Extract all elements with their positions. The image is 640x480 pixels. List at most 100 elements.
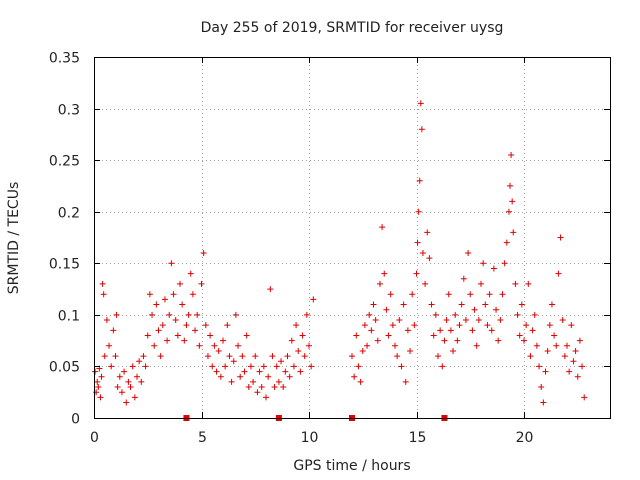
data-point <box>168 260 175 267</box>
data-point <box>471 306 478 313</box>
data-point <box>475 317 482 324</box>
data-point <box>131 394 138 401</box>
data-point <box>404 327 411 334</box>
data-point <box>469 327 476 334</box>
x-tick-label: 15 <box>409 430 427 446</box>
data-point <box>559 317 566 324</box>
data-point <box>250 378 257 385</box>
data-point <box>555 270 562 277</box>
data-point <box>273 363 280 370</box>
data-point <box>192 327 199 334</box>
data-point <box>359 347 366 354</box>
y-tick-label: 0.35 <box>49 51 80 67</box>
data-point <box>422 280 429 287</box>
data-point <box>368 327 375 334</box>
data-point <box>415 208 422 215</box>
data-point <box>486 291 493 298</box>
data-point <box>118 389 125 396</box>
data-point <box>275 378 282 385</box>
data-point <box>553 342 560 349</box>
data-point <box>200 249 207 256</box>
data-point <box>252 353 259 360</box>
data-point <box>222 363 229 370</box>
data-point <box>536 363 543 370</box>
data-points <box>92 100 588 406</box>
data-point <box>376 280 383 287</box>
data-point <box>308 363 315 370</box>
data-point <box>568 322 575 329</box>
data-point <box>488 327 495 334</box>
data-point <box>290 363 297 370</box>
data-point <box>450 347 457 354</box>
data-point <box>572 347 579 354</box>
data-point <box>267 286 274 293</box>
data-point <box>480 260 487 267</box>
data-point <box>177 280 183 287</box>
data-point <box>443 317 450 324</box>
data-point <box>400 301 407 308</box>
data-point <box>387 291 394 298</box>
data-point <box>187 270 194 277</box>
data-point <box>113 311 120 318</box>
data-point <box>551 332 558 339</box>
data-point <box>523 322 530 329</box>
data-point <box>95 384 102 391</box>
data-point <box>129 363 136 370</box>
data-point <box>413 270 420 277</box>
data-point <box>224 322 231 329</box>
data-point <box>230 358 237 365</box>
data-point <box>349 353 355 360</box>
data-point <box>392 342 398 349</box>
data-point <box>232 311 239 318</box>
data-point <box>106 342 113 349</box>
data-point <box>478 280 484 287</box>
data-point <box>237 373 244 380</box>
data-point <box>151 342 158 349</box>
data-point <box>507 182 514 189</box>
data-point <box>164 337 171 344</box>
data-point <box>123 399 130 406</box>
data-point <box>153 301 160 308</box>
data-point <box>435 353 441 360</box>
y-axis-label: SRMTID / TECUs <box>6 182 22 295</box>
data-point <box>495 337 502 344</box>
data-point <box>398 363 405 370</box>
data-point <box>561 353 568 360</box>
data-point <box>514 311 521 318</box>
data-point <box>460 275 467 282</box>
data-point <box>546 322 553 329</box>
data-point <box>508 151 515 158</box>
data-point <box>149 311 156 318</box>
data-point <box>402 378 409 385</box>
data-point <box>581 394 588 401</box>
data-point <box>579 363 586 370</box>
data-point <box>138 378 145 385</box>
data-point <box>512 280 519 287</box>
data-point <box>263 394 269 401</box>
data-point <box>94 378 101 385</box>
data-point <box>114 384 121 391</box>
data-point <box>452 311 459 318</box>
data-point <box>256 368 263 375</box>
data-point <box>196 342 203 349</box>
data-point <box>490 265 497 272</box>
data-point <box>235 342 242 349</box>
x-tick-label: 0 <box>90 430 99 446</box>
data-point <box>258 384 265 391</box>
data-point <box>155 327 162 334</box>
data-point <box>136 358 143 365</box>
data-point <box>516 332 523 339</box>
data-point <box>409 291 416 298</box>
data-point <box>239 353 246 360</box>
data-point <box>265 373 272 380</box>
data-point <box>299 332 306 339</box>
data-point <box>185 311 192 318</box>
data-point <box>510 229 517 236</box>
data-point <box>92 368 99 375</box>
data-point <box>247 363 254 370</box>
data-point <box>540 399 547 406</box>
x-axis-ticks: 0 5 10 15 20 <box>90 57 533 446</box>
data-point <box>254 389 261 396</box>
data-point <box>411 322 418 329</box>
data-point <box>140 353 147 360</box>
